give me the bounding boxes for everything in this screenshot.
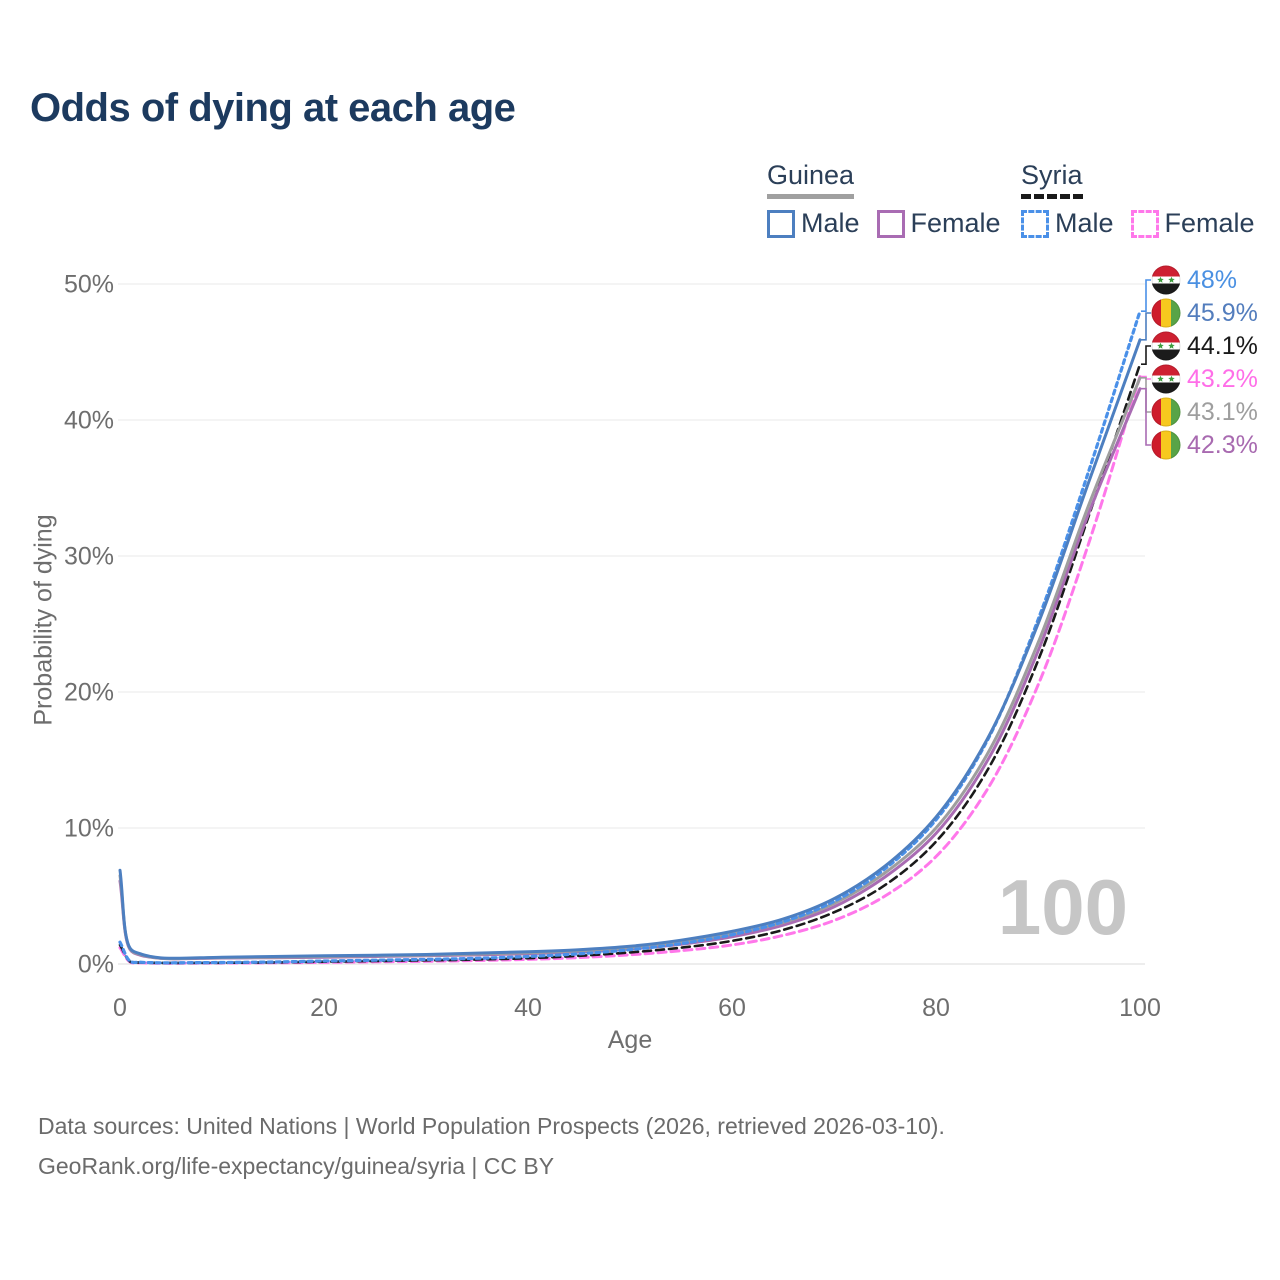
legend-label-syria-male: Male <box>1055 208 1114 238</box>
syria-flag-icon <box>1151 364 1181 394</box>
chart-title: Odds of dying at each age <box>30 86 516 130</box>
y-tick-label: 50% <box>64 271 114 299</box>
legend-label-syria-female: Female <box>1164 208 1255 238</box>
end-label-value: 43.1% <box>1187 397 1258 426</box>
legend-swatch-guinea-male[interactable] <box>767 209 795 238</box>
end-label-guinea-total: 43.1% <box>1151 396 1258 428</box>
legend-swatch-syria-male[interactable] <box>1021 209 1049 238</box>
end-label-syria-total: 44.1% <box>1151 330 1258 362</box>
y-axis-title: Probability of dying <box>29 514 58 726</box>
age-counter-watermark: 100 <box>997 863 1128 951</box>
legend-group-syria: Syria Male Female <box>1021 160 1272 239</box>
legend-country-syria[interactable]: Syria <box>1021 160 1083 199</box>
end-label-connector <box>1141 387 1151 446</box>
data-sources-line: Data sources: United Nations | World Pop… <box>38 1113 945 1139</box>
legend-country-guinea[interactable]: Guinea <box>767 160 855 199</box>
x-tick-label: 20 <box>310 994 338 1022</box>
y-tick-label: 0% <box>78 951 114 979</box>
legend-group-guinea: Guinea Male Female <box>767 160 1018 239</box>
series-line-syria-male[interactable] <box>118 309 1142 965</box>
legend-label-guinea-female: Female <box>910 208 1001 238</box>
guinea-flag-icon <box>1151 298 1181 328</box>
series-line-guinea-female[interactable] <box>118 387 1142 961</box>
end-label-guinea-female: 42.3% <box>1151 429 1258 461</box>
end-label-value: 42.3% <box>1187 430 1258 459</box>
y-tick-label: 20% <box>64 679 114 707</box>
series-line-guinea-total[interactable] <box>118 376 1142 961</box>
end-label-guinea-male: 45.9% <box>1151 297 1258 329</box>
footer: Data sources: United Nations | World Pop… <box>38 1106 945 1186</box>
x-tick-label: 80 <box>922 994 950 1022</box>
y-tick-label: 10% <box>64 815 114 843</box>
x-tick-label: 60 <box>718 994 746 1022</box>
guinea-flag-icon <box>1151 430 1181 460</box>
end-label-connector <box>1141 279 1151 312</box>
end-label-value: 44.1% <box>1187 331 1258 360</box>
end-label-value: 45.9% <box>1187 298 1258 327</box>
syria-flag-icon <box>1151 265 1181 295</box>
end-label-value: 48% <box>1187 265 1238 294</box>
legend-swatch-syria-female[interactable] <box>1130 209 1159 238</box>
x-tick-label: 100 <box>1119 994 1161 1022</box>
x-axis-title: Age <box>607 1026 653 1054</box>
series-line-syria-female[interactable] <box>118 375 1142 965</box>
series-line-syria-total[interactable] <box>118 362 1142 965</box>
legend-label-guinea-male: Male <box>801 208 860 238</box>
end-label-syria-male: 48% <box>1151 264 1237 296</box>
series-line-guinea-male[interactable] <box>118 338 1142 960</box>
syria-flag-icon <box>1151 331 1181 361</box>
end-label-syria-female: 43.2% <box>1151 363 1258 395</box>
guinea-flag-icon <box>1151 397 1181 427</box>
x-tick-label: 0 <box>113 994 127 1022</box>
legend-swatch-guinea-female[interactable] <box>876 209 905 238</box>
x-tick-label: 40 <box>514 994 542 1022</box>
y-tick-label: 30% <box>64 543 114 571</box>
attribution-line[interactable]: GeoRank.org/life-expectancy/guinea/syria… <box>38 1153 555 1179</box>
y-tick-label: 40% <box>64 407 114 435</box>
end-label-value: 43.2% <box>1187 364 1258 393</box>
end-label-connector <box>1141 345 1151 365</box>
end-label-connector <box>1141 312 1151 341</box>
